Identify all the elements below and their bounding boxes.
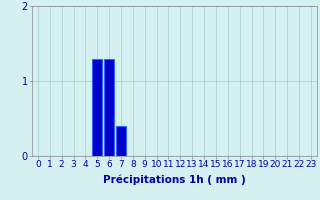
- Bar: [104, 58, 114, 156]
- Bar: [116, 126, 126, 156]
- X-axis label: Précipitations 1h ( mm ): Précipitations 1h ( mm ): [103, 175, 246, 185]
- Bar: [92, 58, 102, 156]
